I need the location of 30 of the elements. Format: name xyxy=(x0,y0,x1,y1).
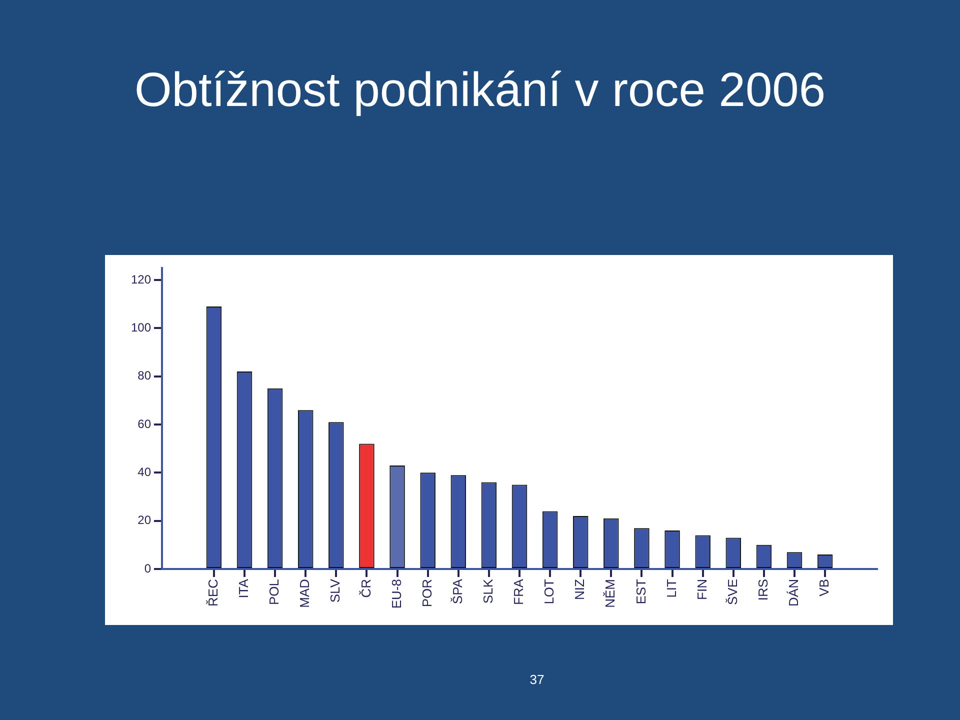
x-tick-label: DÁN xyxy=(786,579,802,606)
x-tick-label: NIZ xyxy=(572,578,588,600)
x-tick-label: FIN xyxy=(694,579,710,600)
x-tick-label: POL xyxy=(266,579,282,606)
chart-title: Obtížnost podnikání v roce 2006 xyxy=(133,63,827,119)
x-tick-label: LOT xyxy=(542,578,557,604)
x-tick-label: ŘEC xyxy=(206,579,221,606)
x-tick-label: LIT xyxy=(664,578,679,598)
x-tick-label: EST xyxy=(633,578,648,604)
x-tick-label: FRA xyxy=(511,578,526,605)
y-tick-label: 0 xyxy=(144,561,152,576)
y-tick-label: 100 xyxy=(130,320,152,335)
x-tick-label: EU-8 xyxy=(388,579,404,609)
x-tick-label: VB xyxy=(816,579,832,596)
y-tick-label: 120 xyxy=(130,272,152,286)
x-tick-label: SLK xyxy=(480,578,496,604)
x-tick-label: ŠPA xyxy=(450,578,465,604)
x-tick-label: POR xyxy=(419,579,434,608)
x-tick-label: MAD xyxy=(297,579,312,608)
x-tick-label: ČR xyxy=(358,579,374,598)
y-tick-label: 60 xyxy=(138,416,152,431)
x-tick-label: ITA xyxy=(236,578,252,598)
x-tick-label: SLV xyxy=(328,578,343,603)
x-tick-label: IRS xyxy=(756,578,771,601)
y-tick-label: 80 xyxy=(138,368,152,383)
x-tick-label: ŠVE xyxy=(724,578,740,606)
x-tick-label: NĚM xyxy=(602,579,618,608)
y-tick-label: 40 xyxy=(138,464,152,479)
text: 37 xyxy=(528,672,546,687)
y-tick-label: 20 xyxy=(138,513,152,528)
